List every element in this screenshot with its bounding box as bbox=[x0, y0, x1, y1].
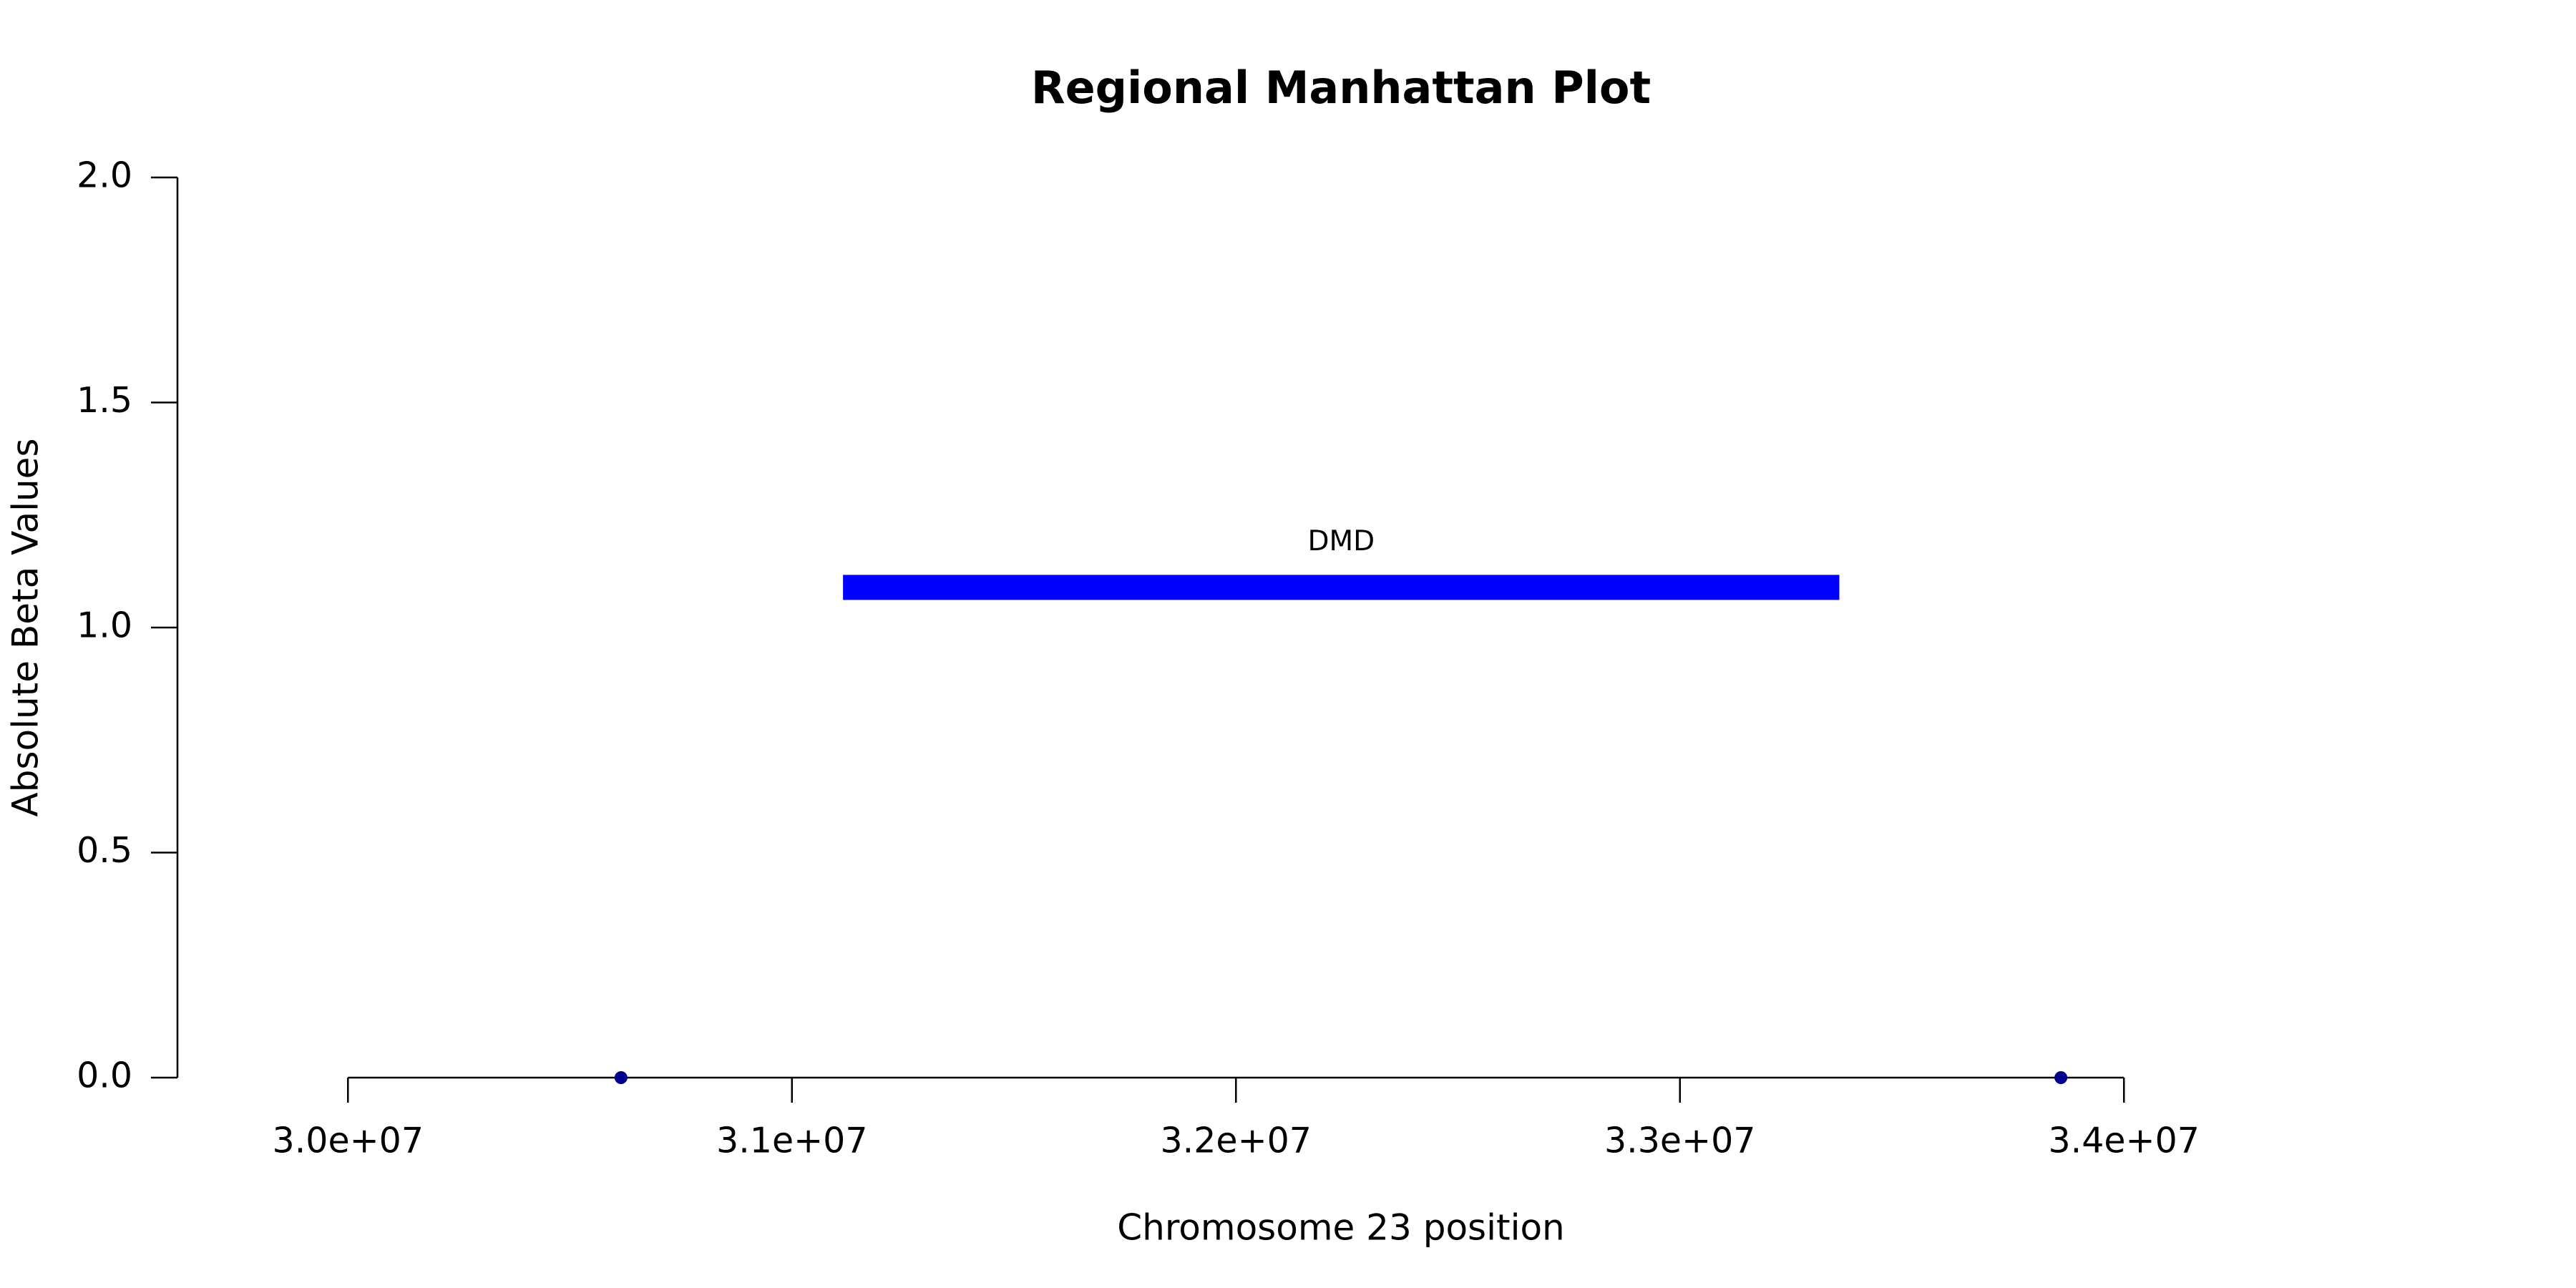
y-axis-label: Absolute Beta Values bbox=[5, 439, 47, 817]
y-tick-label: 1.0 bbox=[77, 605, 132, 646]
x-tick-label: 3.2e+07 bbox=[1161, 1121, 1312, 1161]
chart-title: Regional Manhattan Plot bbox=[1031, 62, 1651, 114]
x-axis-label: Chromosome 23 position bbox=[1117, 1207, 1565, 1249]
gene-label: DMD bbox=[1307, 525, 1375, 557]
y-tick-label: 1.5 bbox=[77, 380, 132, 421]
x-tick-label: 3.3e+07 bbox=[1604, 1121, 1755, 1161]
y-tick-label: 0.0 bbox=[77, 1055, 132, 1096]
x-tick-label: 3.0e+07 bbox=[273, 1121, 424, 1161]
y-tick-label: 2.0 bbox=[77, 155, 132, 196]
x-tick-label: 3.4e+07 bbox=[2048, 1121, 2199, 1161]
x-tick-label: 3.1e+07 bbox=[716, 1121, 867, 1161]
data-point bbox=[2054, 1071, 2068, 1084]
y-tick-label: 0.5 bbox=[77, 830, 132, 871]
gene-bar bbox=[843, 575, 1840, 600]
data-point bbox=[614, 1071, 628, 1084]
